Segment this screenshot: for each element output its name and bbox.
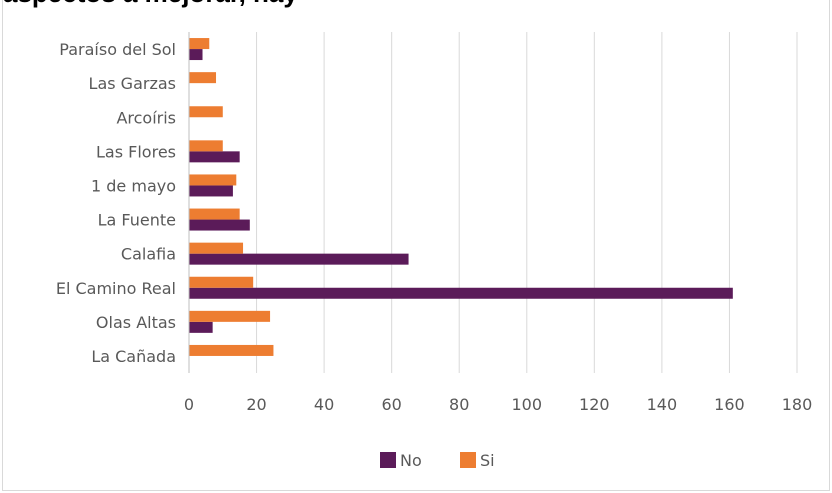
tick-labels: 0 20 40 60 80 100 120 140 160 180: [184, 395, 812, 414]
bar-no: [189, 287, 733, 299]
bar-no: [189, 185, 233, 197]
category-label: La Fuente: [98, 211, 176, 230]
bar-no: [189, 321, 213, 333]
bar-si: [189, 72, 217, 84]
x-tick-label: 40: [314, 395, 334, 414]
x-tick-label: 120: [579, 395, 610, 414]
bar-no: [189, 219, 250, 231]
category-label: Olas Altas: [96, 313, 176, 332]
bar-no: [189, 151, 240, 163]
category-label: Paraíso del Sol: [59, 40, 176, 59]
x-tick-label: 180: [782, 395, 813, 414]
category-label: Las Garzas: [89, 74, 176, 93]
legend-label-si: Si: [480, 451, 495, 470]
category-label: 1 de mayo: [91, 176, 176, 195]
legend-swatch-si: [460, 452, 476, 468]
legend: No Si: [380, 451, 495, 470]
bar-no: [189, 253, 409, 265]
bar-si: [189, 276, 254, 288]
bar-si: [189, 208, 240, 220]
x-tick-label: 0: [184, 395, 194, 414]
category-label: Calafia: [121, 245, 176, 264]
category-labels: Paraíso del Sol Las Garzas Arcoíris Las Flo…: [56, 40, 176, 366]
bar-si: [189, 140, 223, 152]
x-tick-label: 160: [714, 395, 745, 414]
category-label: La Cañada: [91, 347, 176, 366]
legend-swatch-no: [380, 452, 396, 468]
bar-si: [189, 242, 244, 254]
chart-title: aspectos a mejorar, hay: [3, 0, 298, 8]
bar-si: [189, 38, 210, 50]
category-label: Arcoíris: [116, 108, 176, 127]
bar-si: [189, 310, 271, 322]
legend-label-no: No: [400, 451, 422, 470]
x-tick-label: 100: [512, 395, 543, 414]
category-label: Las Flores: [96, 142, 176, 161]
gridlines: [256, 32, 798, 373]
bar-no: [189, 49, 203, 61]
bar-si: [189, 106, 223, 118]
bar-si: [189, 344, 274, 356]
bars: [189, 38, 733, 356]
x-tick-label: 80: [449, 395, 469, 414]
category-label: El Camino Real: [56, 279, 176, 298]
x-tick-label: 20: [246, 395, 266, 414]
bar-si: [189, 174, 237, 186]
x-tick-label: 60: [381, 395, 401, 414]
x-tick-label: 140: [647, 395, 678, 414]
